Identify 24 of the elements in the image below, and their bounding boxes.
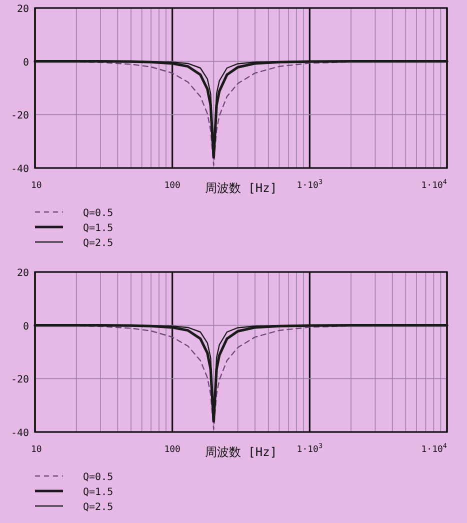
y-tick-label: -20 xyxy=(10,374,29,386)
x-tick-label: 10 xyxy=(31,181,42,191)
legend-label: Q=1.5 xyxy=(83,487,114,498)
legend-label: Q=2.5 xyxy=(83,238,114,249)
y-tick-label: -40 xyxy=(10,428,29,439)
x-tick-label: 1·10$^{3}$ xyxy=(296,178,323,191)
y-tick-label: -20 xyxy=(10,110,29,122)
x-tick-label: 10 xyxy=(31,445,42,455)
x-tick-label: 100 xyxy=(164,445,180,455)
legend-label: Q=2.5 xyxy=(83,502,114,513)
y-tick-label: -40 xyxy=(10,164,29,175)
x-axis-title: 周波数 [Hz] xyxy=(204,181,278,195)
legend-label: Q=1.5 xyxy=(83,223,114,234)
legend-label: Q=0.5 xyxy=(83,208,114,219)
x-tick-label: 1·10$^{3}$ xyxy=(296,442,323,455)
x-axis-title: 周波数 [Hz] xyxy=(204,445,278,459)
x-tick-label: 100 xyxy=(164,181,180,191)
x-tick-label: 1·10$^{4}$ xyxy=(421,442,447,455)
x-tick-label: 1·10$^{4}$ xyxy=(421,178,447,191)
y-tick-label: 0 xyxy=(22,321,29,332)
legend-label: Q=0.5 xyxy=(83,472,114,483)
y-tick-label: 20 xyxy=(16,268,29,279)
y-tick-label: 20 xyxy=(16,4,29,15)
y-tick-label: 0 xyxy=(22,57,29,68)
